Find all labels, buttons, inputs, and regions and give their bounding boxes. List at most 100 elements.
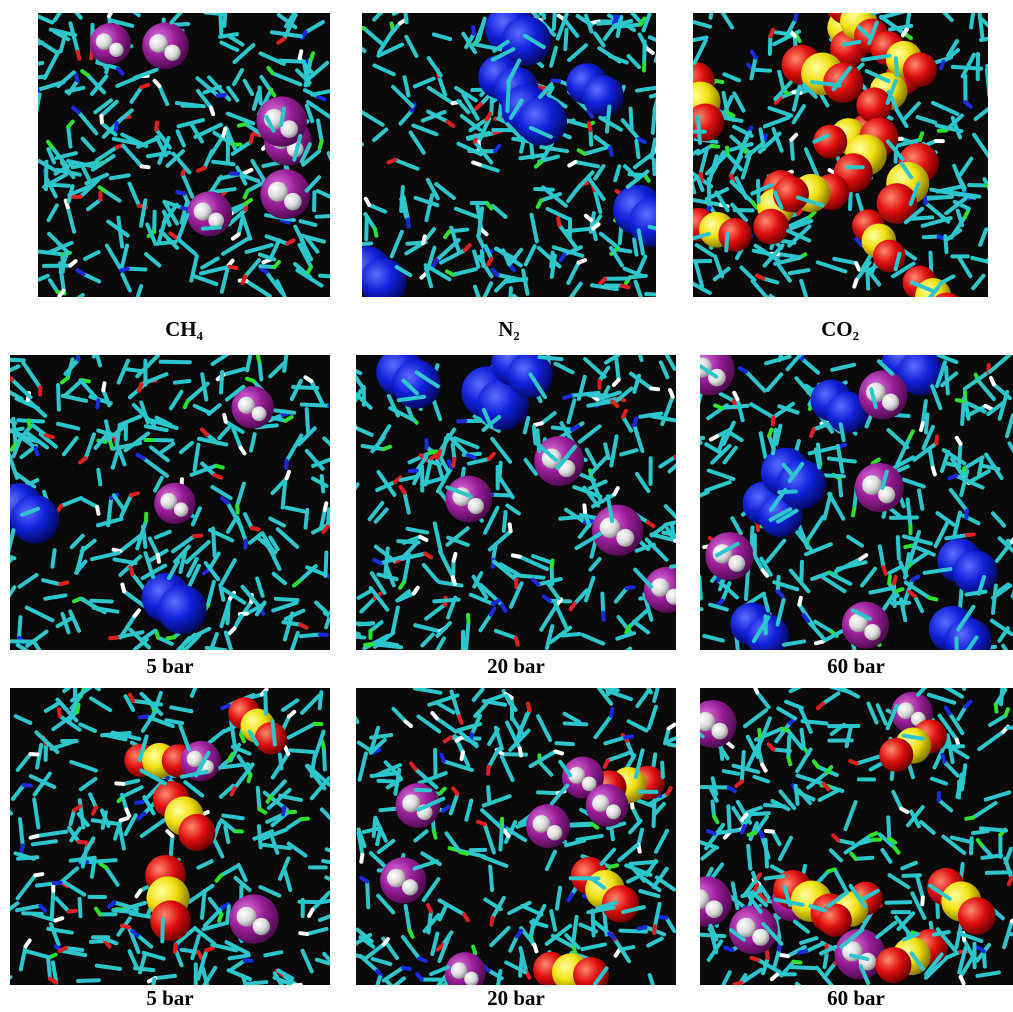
bond-end [332,820,337,824]
bond-end [602,667,604,674]
bond [616,249,630,251]
snapshot [24,0,355,312]
hydrogen [253,918,270,935]
bond [166,720,182,723]
bond-end [462,752,463,759]
bond-end [1009,245,1013,251]
bond-end [241,735,244,741]
bond-end [453,459,454,466]
bond-end [942,312,943,319]
bond-end [689,132,692,138]
bond-end [294,985,301,986]
bond-end [734,393,737,399]
bond-end [211,108,213,115]
bond [686,419,700,443]
bond-end [219,914,221,921]
bond [726,234,727,251]
bond [378,781,393,782]
bond [904,346,917,355]
bond [825,952,827,967]
bond-end [985,406,991,409]
bond [987,872,1011,873]
hydrogen [468,498,484,514]
oxygen [686,103,724,141]
hydrogen [711,723,728,740]
bond-end [788,758,790,765]
bond-end [224,415,226,422]
bond-end [249,774,251,781]
bond-end [681,388,685,394]
bond-end [387,989,391,995]
bond [58,385,59,410]
bond-end [751,958,758,960]
bond-end [713,0,718,1]
bond-end [760,830,763,836]
bond-end [21,845,22,852]
bond-end [715,81,722,82]
bond-end [782,729,789,731]
bond [698,117,700,143]
bond-end [473,162,480,164]
bond-end [510,524,511,531]
bond-end [561,301,568,302]
bond-end [247,379,254,381]
snapshot [681,670,1013,1002]
bond [554,9,555,29]
bond-end [77,705,78,712]
bond [113,910,136,912]
bond [973,831,988,833]
nitrogen [158,585,207,634]
bond [0,559,11,575]
bond [791,967,815,968]
bond [223,816,242,819]
hydrogen [547,825,562,840]
bond [323,861,337,864]
bond-end [300,51,302,58]
bond [684,722,702,736]
bond [797,984,812,997]
bond-end [870,833,876,836]
bond-end [194,536,201,537]
bond-end [69,911,76,912]
bond [538,792,558,793]
bond-end [449,461,452,468]
bond-end [103,383,104,390]
bond [711,1,714,17]
bond-end [116,123,117,130]
bond [135,968,153,970]
bond-end [438,451,440,458]
bond [307,409,308,432]
bond [345,35,365,51]
bond [19,617,20,638]
bond-end [198,168,204,171]
bond [946,367,948,393]
bond-end [142,85,149,87]
bond [221,372,222,393]
bond-end [773,417,774,424]
bond [746,570,748,599]
bond-end [341,623,345,629]
bond-end [121,818,128,820]
bond [873,7,891,13]
bond-end [488,767,489,774]
bond-end [2,386,7,391]
bond-end [693,408,697,413]
bond-end [1005,709,1007,716]
bond [52,550,54,566]
bond-end [339,515,345,519]
bond-end [97,507,98,514]
bond-end [136,802,143,803]
oxygen [930,292,964,326]
bond [982,855,1001,857]
nitrogen [518,97,567,146]
bond-end [131,493,138,495]
bond-end [346,497,349,503]
bond-end [114,550,121,552]
bond-end [785,340,792,342]
bond [272,721,274,744]
bond-end [889,577,890,584]
bond-end [340,634,347,636]
oxygen [856,87,892,123]
bond [260,362,262,379]
bond [341,144,362,157]
